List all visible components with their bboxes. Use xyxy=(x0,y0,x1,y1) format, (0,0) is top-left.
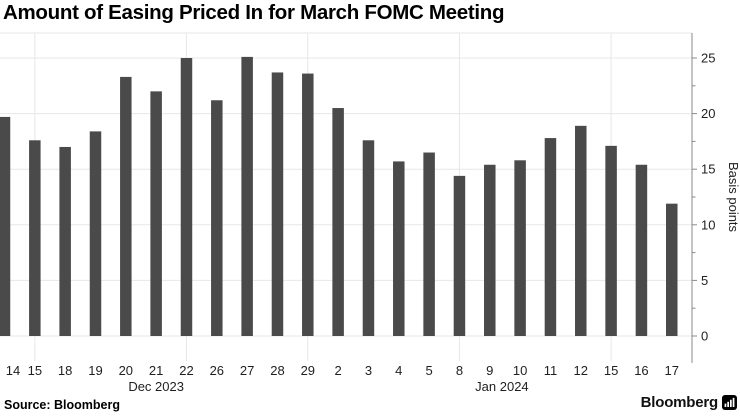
y-tick-label: 25 xyxy=(701,51,715,66)
y-axis-title: Basis points xyxy=(726,162,740,233)
x-tick-label: 18 xyxy=(58,363,72,378)
chart-title: Amount of Easing Priced In for March FOM… xyxy=(3,1,505,24)
y-tick-label: 20 xyxy=(701,106,715,121)
bloomberg-terminal-icon xyxy=(722,395,737,410)
bar xyxy=(362,140,375,336)
x-tick-label: 16 xyxy=(634,363,648,378)
bar xyxy=(29,140,41,336)
x-tick-label: 5 xyxy=(426,363,433,378)
bloomberg-wordmark: Bloomberg xyxy=(640,394,719,411)
x-tick-label: 12 xyxy=(574,363,588,378)
bar xyxy=(241,56,253,336)
x-tick-label: 15 xyxy=(604,363,618,378)
bar xyxy=(150,91,162,336)
bar xyxy=(271,72,284,337)
bar xyxy=(453,175,466,336)
bar xyxy=(575,125,587,336)
bar xyxy=(605,145,617,336)
bar xyxy=(180,58,193,336)
x-tick-label: 3 xyxy=(365,363,372,378)
x-tick-label: 19 xyxy=(88,363,102,378)
x-tick-label: 21 xyxy=(149,363,163,378)
x-tick-label: 10 xyxy=(513,363,527,378)
x-tick-label: 2 xyxy=(335,363,342,378)
bar xyxy=(393,161,405,336)
x-tick-label: 4 xyxy=(395,363,402,378)
y-tick-label: 5 xyxy=(701,273,708,288)
source-label: Source: Bloomberg xyxy=(4,398,120,412)
x-tick-label: 28 xyxy=(270,363,284,378)
x-month-label: Jan 2024 xyxy=(475,379,529,394)
x-tick-label: 9 xyxy=(486,363,493,378)
y-tick-label: 0 xyxy=(701,329,708,344)
bar xyxy=(302,73,314,337)
y-tick-label: 10 xyxy=(701,217,715,232)
x-month-label: Dec 2023 xyxy=(128,379,184,394)
x-tick-label: 22 xyxy=(179,363,193,378)
bar xyxy=(423,152,435,336)
bar xyxy=(544,138,557,336)
x-tick-label: 29 xyxy=(301,363,315,378)
bar xyxy=(120,76,132,337)
x-tick-label: 27 xyxy=(240,363,254,378)
bar xyxy=(59,146,71,336)
bar xyxy=(332,108,344,336)
y-tick-label: 15 xyxy=(701,162,715,177)
bar xyxy=(635,164,648,336)
x-tick-label: 14 xyxy=(6,363,20,378)
bloomberg-logo: Bloomberg xyxy=(641,394,737,411)
bar xyxy=(89,131,102,336)
x-tick-label: 11 xyxy=(544,363,558,378)
x-tick-label: 26 xyxy=(210,363,224,378)
x-tick-label: 20 xyxy=(119,363,133,378)
bar xyxy=(484,164,496,336)
x-tick-label: 8 xyxy=(456,363,463,378)
x-tick-label: 15 xyxy=(28,363,42,378)
bar xyxy=(0,116,11,336)
bar xyxy=(666,203,678,336)
bar xyxy=(211,100,223,336)
x-tick-label: 17 xyxy=(665,363,679,378)
bar xyxy=(514,160,526,336)
